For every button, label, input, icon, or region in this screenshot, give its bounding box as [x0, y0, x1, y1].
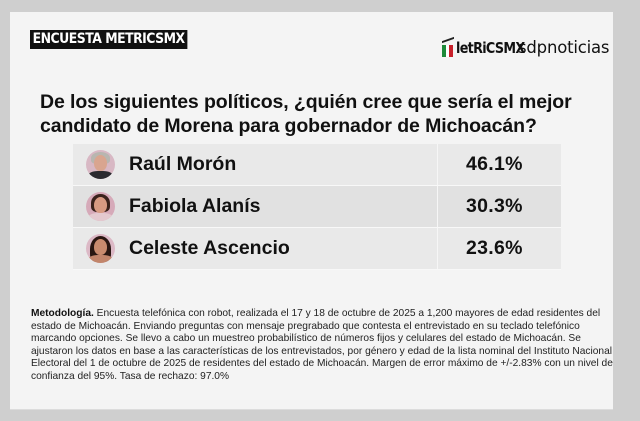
woman-dark-hair-avatar — [86, 192, 115, 221]
table-row: Fabiola Alanís 30.3% — [73, 186, 561, 228]
survey-tag: ENCUESTA METRICSMX — [30, 30, 188, 49]
candidate-name: Fabiola Alanís — [129, 195, 261, 217]
candidate-name: Raúl Morón — [129, 153, 237, 175]
poll-question: De los siguientes políticos, ¿quién cree… — [40, 91, 572, 137]
metricsmx-flag-icon — [442, 36, 454, 57]
methodology-label: Metodología. — [31, 308, 94, 319]
candidate-name: Celeste Ascencio — [129, 237, 290, 259]
percent-cell: 46.1% — [438, 144, 561, 185]
candidate-cell: Fabiola Alanís — [73, 186, 438, 227]
percent-cell: 23.6% — [438, 228, 561, 269]
candidate-percent: 46.1% — [466, 153, 523, 175]
metricsmx-logo: letRiCSMX — [456, 38, 525, 57]
methodology-text: Encuesta telefónica con robot, realizada… — [31, 308, 613, 382]
brand-logos: letRiCSMX sdpnoticias — [442, 36, 610, 57]
candidate-cell: Raúl Morón — [73, 144, 438, 185]
results-table: Raúl Morón 46.1% Fabiola Alanís 30.3% Ce… — [73, 144, 561, 270]
candidate-cell: Celeste Ascencio — [73, 228, 438, 269]
sdpnoticias-logo: sdpnoticias — [518, 38, 610, 57]
methodology-note: Metodología. Encuesta telefónica con rob… — [31, 308, 621, 384]
candidate-percent: 30.3% — [466, 195, 523, 217]
man-gray-hair-suit-avatar — [86, 150, 115, 179]
table-row: Celeste Ascencio 23.6% — [73, 228, 561, 270]
table-row: Raúl Morón 46.1% — [73, 144, 561, 186]
candidate-percent: 23.6% — [466, 237, 523, 259]
woman-long-dark-hair-avatar — [86, 234, 115, 263]
percent-cell: 30.3% — [438, 186, 561, 227]
